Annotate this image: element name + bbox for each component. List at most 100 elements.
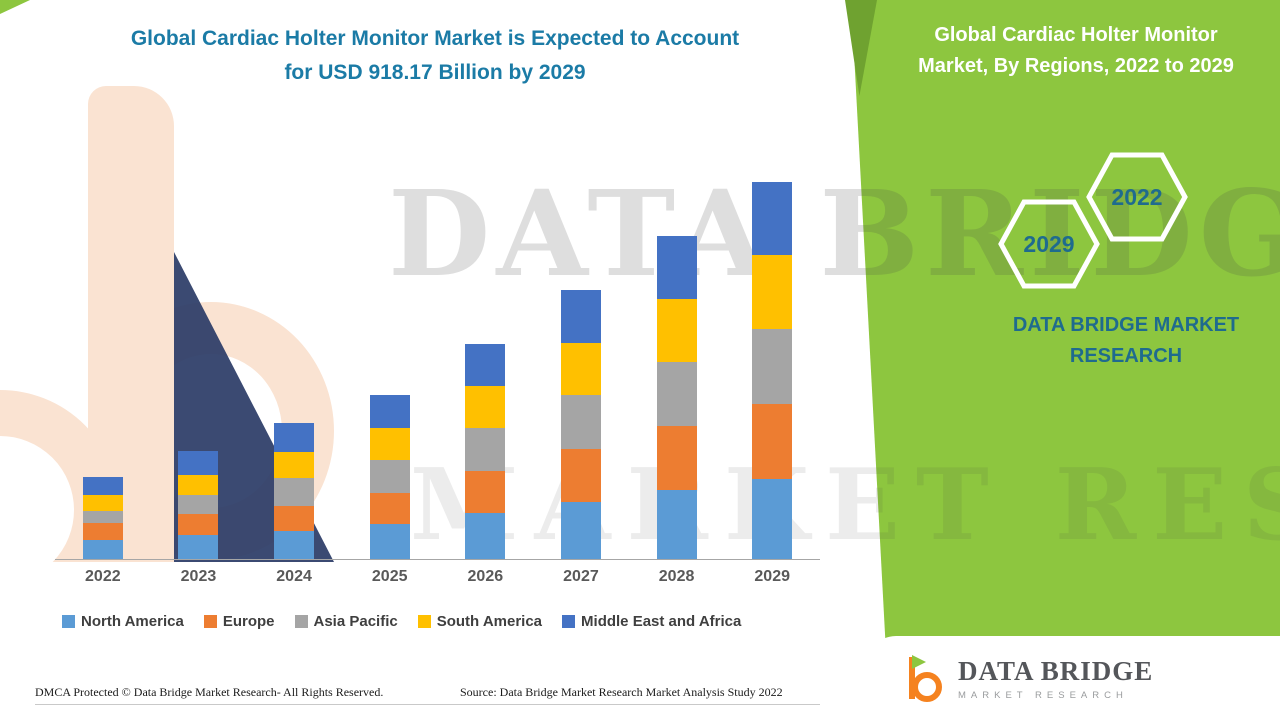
- bar-segment: [178, 535, 219, 559]
- bar-segment: [369, 395, 410, 428]
- bar-segment: [274, 452, 315, 478]
- bar-segment: [178, 495, 219, 514]
- bar-segment: [656, 490, 697, 559]
- legend-item: South America: [417, 613, 543, 630]
- chart-title-line2: for USD 918.17 Billion by 2029: [284, 61, 586, 84]
- bar-segment: [560, 395, 601, 449]
- bar-segment: [656, 362, 697, 426]
- bar-cell: [629, 158, 725, 559]
- x-axis-label: 2024: [276, 568, 312, 585]
- bar-segment: [369, 493, 410, 524]
- legend-label: North America: [81, 613, 184, 630]
- badge-hexagon-2029: 2029: [998, 197, 1100, 291]
- bar-stack-2026: [465, 344, 506, 559]
- legend-label: Asia Pacific: [313, 613, 398, 630]
- bar-segment: [82, 495, 123, 511]
- bar-segment: [560, 502, 601, 559]
- x-axis-label: 2028: [658, 568, 695, 585]
- bar-segment: [82, 477, 123, 495]
- legend-swatch: [294, 615, 308, 628]
- bar-segment: [274, 531, 315, 559]
- bar-segment: [178, 451, 219, 475]
- x-axis-label: 2029: [754, 568, 790, 585]
- bar-segment: [369, 428, 410, 460]
- bar-segment: [560, 290, 601, 343]
- bar-segment: [560, 343, 601, 395]
- watermark-text-data-bridge: DATA BRIDGE: [388, 164, 1280, 303]
- bar-segment: [178, 514, 219, 535]
- x-axis-label: 2026: [467, 568, 504, 585]
- logo-brand-subtitle: MARKET RESEARCH: [958, 689, 1128, 701]
- bar-segment: [369, 460, 410, 493]
- badge-year-label: 2029: [1023, 230, 1075, 257]
- x-axis-labels: 2022 2023 2024 2025 2026 2027 2028 2029: [55, 568, 820, 586]
- legend-item: Europe: [203, 613, 275, 630]
- data-bridge-logo-icon: [909, 655, 942, 702]
- legend-label: Middle East and Africa: [581, 613, 742, 630]
- legend-item: Middle East and Africa: [562, 613, 741, 630]
- bar-segment: [465, 386, 506, 428]
- bar-segment: [656, 426, 697, 490]
- stacked-bar-chart: [55, 158, 820, 560]
- bar-cell: [724, 158, 820, 559]
- bar-segment: [465, 471, 506, 513]
- logo-brand-name: DATA BRIDGE: [958, 655, 1154, 686]
- brand-name-line1: DATA BRIDGE MARKET: [1012, 314, 1240, 336]
- legend-label: Europe: [222, 613, 275, 630]
- bar-stack-2024: [274, 423, 315, 559]
- watermark-text-market-research: MARKET RESEARCH: [410, 448, 1280, 563]
- legend-swatch: [203, 615, 217, 628]
- top-left-corner-accent: [0, 0, 30, 14]
- bar-segment: [752, 404, 793, 479]
- bar-segment: [274, 478, 315, 506]
- bar-segment: [656, 236, 697, 299]
- logo-card: DATA BRIDGE MARKET RESEARCH: [866, 636, 1280, 720]
- chart-title: Global Cardiac Holter Monitor Market is …: [70, 22, 800, 90]
- bars: [55, 158, 820, 560]
- bar-segment: [465, 513, 506, 559]
- bar-stack-2028: [656, 236, 697, 559]
- chart-title-line1: Global Cardiac Holter Monitor Market is …: [130, 27, 740, 50]
- side-panel-title-line2: Market, By Regions, 2022 to 2029: [918, 55, 1234, 77]
- bar-segment: [274, 423, 315, 452]
- bar-segment: [752, 182, 793, 255]
- bar-segment: [752, 329, 793, 404]
- legend-label: South America: [436, 613, 543, 630]
- bar-cell: [246, 158, 342, 559]
- x-axis-label: 2023: [180, 568, 217, 585]
- side-panel-title-line1: Global Cardiac Holter Monitor: [934, 24, 1218, 46]
- dmca-notice: DMCA Protected © Data Bridge Market Rese…: [35, 685, 384, 699]
- bar-segment: [752, 479, 793, 559]
- bar-segment: [274, 506, 315, 531]
- bar-cell: [55, 158, 151, 559]
- bar-cell: [151, 158, 247, 559]
- x-axis-label: 2027: [563, 568, 599, 585]
- side-panel-title: Global Cardiac Holter Monitor Market, By…: [880, 20, 1272, 82]
- bar-segment: [656, 299, 697, 362]
- bar-segment: [369, 524, 410, 559]
- bar-segment: [82, 540, 123, 559]
- legend-swatch: [417, 615, 431, 628]
- hexagon-outline-icon: [1086, 152, 1188, 242]
- legend-item: North America: [62, 613, 184, 630]
- bar-cell: [533, 158, 629, 559]
- badge-year-label: 2022: [1111, 183, 1163, 210]
- bar-stack-2029: [752, 182, 793, 559]
- bar-segment: [82, 511, 123, 523]
- source-note: Source: Data Bridge Market Research Mark…: [460, 685, 783, 699]
- x-axis-label: 2025: [371, 568, 408, 585]
- bar-cell: [342, 158, 438, 559]
- badge-hexagon-2022: 2022: [1086, 150, 1188, 244]
- footer: DMCA Protected © Data Bridge Market Rese…: [35, 681, 820, 705]
- bar-cell: [438, 158, 534, 559]
- bar-segment: [82, 523, 123, 540]
- bar-segment: [178, 475, 219, 495]
- bar-segment: [465, 344, 506, 386]
- legend-item: Asia Pacific: [294, 613, 398, 630]
- legend-swatch: [62, 615, 75, 628]
- legend: North America Europe Asia Pacific South Ame…: [62, 613, 741, 630]
- brand-name-text: DATA BRIDGE MARKET RESEARCH: [1000, 310, 1252, 372]
- bar-stack-2023: [178, 451, 219, 559]
